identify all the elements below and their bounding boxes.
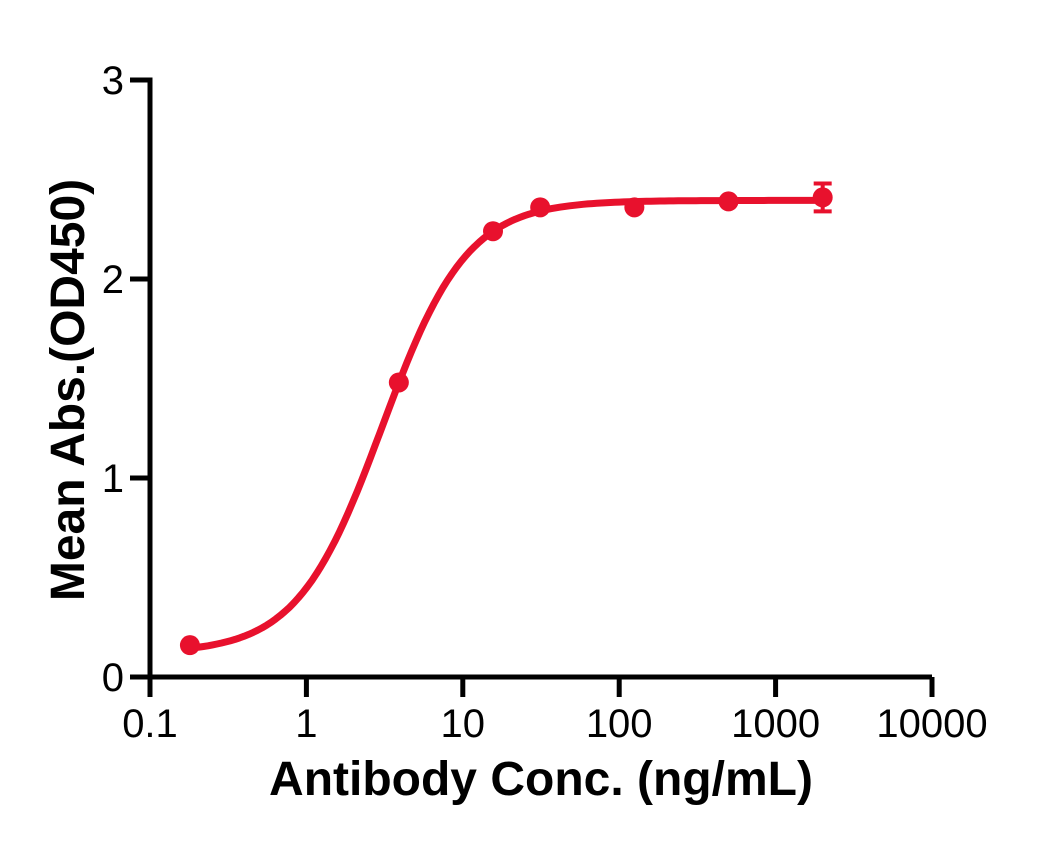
x-tick-label: 0.1 [122,702,178,746]
y-tick-label: 0 [102,656,124,700]
data-point [718,191,739,212]
data-series [179,181,833,656]
tick-labels: 0 1 2 3 0.1 1 10 100 1000 10000 [102,59,988,746]
data-point [179,635,200,656]
x-tick-label: 1000 [731,702,820,746]
axes [147,77,932,680]
x-axis-title: Antibody Conc. (ng/mL) [269,753,813,806]
axis-frame [147,77,932,680]
y-tick-label: 1 [102,457,124,501]
data-point [483,221,504,242]
data-point [624,197,645,218]
data-point [388,372,409,393]
x-tick-label: 1 [295,702,317,746]
y-tick-label: 3 [102,59,124,103]
fit-curve [186,196,827,652]
y-axis-title: Mean Abs.(OD450) [42,179,95,601]
y-tick-label: 2 [102,258,124,302]
data-point [812,187,833,208]
x-tick-label: 10000 [876,702,987,746]
x-tick-label: 100 [586,702,653,746]
x-tick-label: 10 [441,702,486,746]
tick-marks [130,77,935,697]
data-point [530,197,551,218]
